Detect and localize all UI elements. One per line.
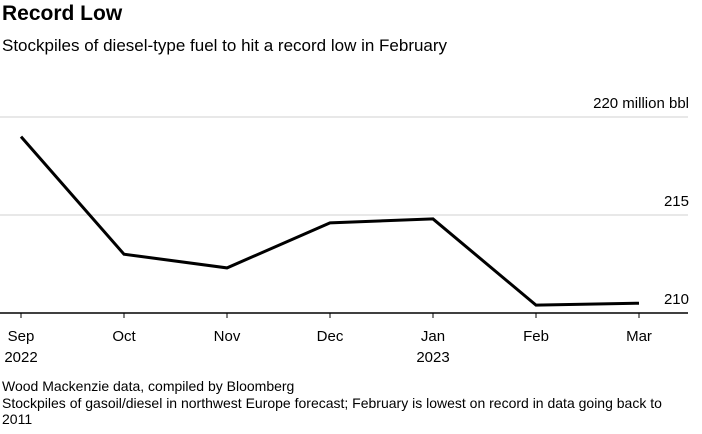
- series-line-0: [19, 135, 640, 307]
- line-chart: 220 million bbl 215 210 Sep 2022 Oct Nov Dec Ja…: [0, 95, 689, 366]
- x-tick-label: Nov: [214, 328, 241, 345]
- x-tick-label: Oct: [112, 328, 136, 345]
- x-tick-label: Dec: [317, 328, 344, 345]
- x-tick-label: Sep: [8, 328, 35, 345]
- footnote: Stockpiles of gasoil/diesel in northwest…: [2, 394, 662, 428]
- x-tick-year-label: 2022: [4, 349, 37, 366]
- chart-title: Record Low: [2, 2, 123, 25]
- y-tick-label-215: 215: [664, 193, 689, 210]
- y-tick-labels: 220 million bbl 215 210: [593, 95, 689, 308]
- chart-subtitle: Stockpiles of diesel-type fuel to hit a …: [2, 36, 448, 55]
- x-tick-label: Mar: [626, 328, 652, 345]
- y-tick-label-210: 210: [664, 291, 689, 308]
- y-tick-label-220: 220 million bbl: [593, 95, 689, 112]
- x-tick-year-label: 2023: [416, 349, 449, 366]
- x-tick-labels: Sep 2022 Oct Nov Dec Jan 2023 Feb Mar: [4, 313, 652, 366]
- chart-notes: Wood Mackenzie data, compiled by Bloombe…: [2, 378, 692, 428]
- series-layer: [19, 135, 640, 307]
- x-tick-label: Feb: [523, 328, 549, 345]
- source-note: Wood Mackenzie data, compiled by Bloombe…: [2, 378, 295, 394]
- x-tick-label: Jan: [421, 328, 445, 345]
- grid-layer: [0, 116, 688, 314]
